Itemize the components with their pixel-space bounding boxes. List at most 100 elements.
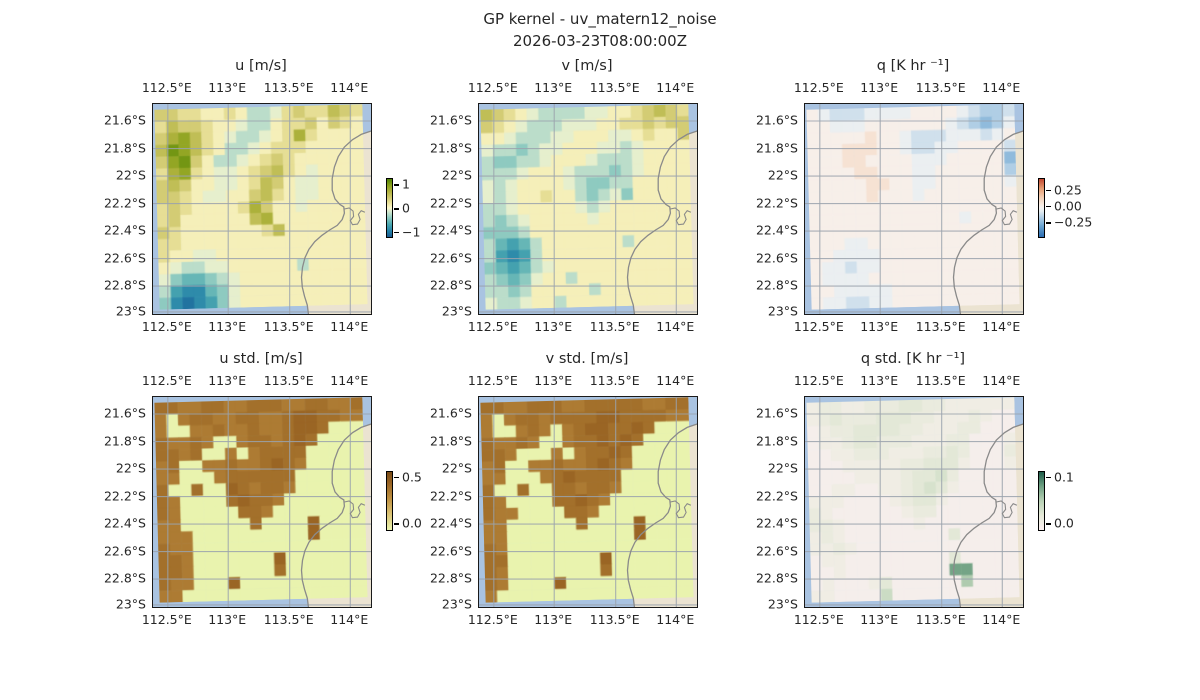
lon-tick-label: 113.5°E xyxy=(915,373,966,388)
lon-tick-label: 113°E xyxy=(860,80,899,95)
lon-tick-label: 112.5°E xyxy=(141,319,192,334)
lon-tick-label: 114°E xyxy=(656,612,695,627)
colorbar-strip xyxy=(1038,178,1045,238)
lat-ticks: 21.6°S 21.8°S 22°S 22.2°S 22.4°S 22.6°S 22.8°S… xyxy=(94,396,146,612)
colorbar-tick xyxy=(394,476,399,479)
colorbar-tick xyxy=(1046,205,1051,208)
colorbar-tick-label: 0.00 xyxy=(1054,198,1082,214)
lat-tick-label: 22.2°S xyxy=(103,488,146,504)
lon-tick-label: 114°E xyxy=(656,319,695,334)
panel-title-v: v [m/s] xyxy=(561,58,613,74)
colorbar-uv: 1 0 −1 xyxy=(386,177,456,240)
lon-tick-label: 113°E xyxy=(208,612,247,627)
lon-tick-label: 113°E xyxy=(534,612,573,627)
lon-tick-label: 112.5°E xyxy=(467,80,518,95)
lon-tick-label: 112.5°E xyxy=(141,80,192,95)
colorbar-tick xyxy=(394,231,399,234)
lon-ticks-bottom: 112.5°E 113°E 113.5°E 114°E xyxy=(142,319,370,334)
graticule-and-coastline xyxy=(805,104,1023,314)
lat-tick-label: 22°S xyxy=(767,460,798,476)
lon-tick-label: 114°E xyxy=(982,612,1021,627)
figure-title-line1: GP kernel - uv_matern12_noise xyxy=(483,10,717,28)
lat-tick-label: 23°S xyxy=(115,596,146,612)
colorbar-tick-label: 0.5 xyxy=(402,469,422,485)
colorbar-tick-label: 0.1 xyxy=(1054,469,1074,485)
lat-tick-label: 23°S xyxy=(441,303,472,319)
map-q xyxy=(804,103,1024,315)
lon-tick-label: 114°E xyxy=(330,80,369,95)
graticule-and-coastline xyxy=(479,104,697,314)
lon-tick-label: 113.5°E xyxy=(589,80,640,95)
lat-tick-label: 21.6°S xyxy=(755,405,798,421)
lat-tick-label: 22°S xyxy=(115,460,146,476)
lat-tick-label: 21.6°S xyxy=(103,112,146,128)
lon-tick-label: 113.5°E xyxy=(915,80,966,95)
lat-tick-label: 22.4°S xyxy=(103,222,146,238)
lat-tick-label: 22°S xyxy=(767,167,798,183)
lon-tick-label: 113°E xyxy=(208,80,247,95)
lat-tick-label: 21.8°S xyxy=(755,140,798,156)
lon-tick-label: 113.5°E xyxy=(263,319,314,334)
lat-tick-label: 22.4°S xyxy=(103,515,146,531)
lat-tick-label: 22.8°S xyxy=(103,570,146,586)
lat-ticks: 21.6°S 21.8°S 22°S 22.2°S 22.4°S 22.6°S 22.8°S… xyxy=(94,103,146,319)
lon-tick-label: 112.5°E xyxy=(793,319,844,334)
map-v-std xyxy=(478,396,698,608)
panel-title-q: q [K hr ⁻¹] xyxy=(876,58,950,74)
lat-tick-label: 22.4°S xyxy=(429,222,472,238)
lat-tick-label: 22.2°S xyxy=(755,488,798,504)
colorbar-tick xyxy=(394,523,399,525)
colorbar-tick-label: 0.25 xyxy=(1054,182,1082,198)
lon-tick-label: 114°E xyxy=(330,373,369,388)
lat-tick-label: 22.6°S xyxy=(755,250,798,266)
lat-tick-label: 23°S xyxy=(767,596,798,612)
lon-tick-label: 113.5°E xyxy=(263,612,314,627)
lon-ticks-top: 112.5°E 113°E 113.5°E 114°E xyxy=(468,373,696,388)
colorbar-tick xyxy=(394,184,399,186)
lon-ticks-bottom: 112.5°E 113°E 113.5°E 114°E xyxy=(468,319,696,334)
lon-tick-label: 114°E xyxy=(330,319,369,334)
lat-tick-label: 23°S xyxy=(767,303,798,319)
lat-tick-label: 21.6°S xyxy=(429,405,472,421)
lat-tick-label: 22.8°S xyxy=(429,570,472,586)
lat-tick-label: 21.8°S xyxy=(429,140,472,156)
lon-tick-label: 113.5°E xyxy=(263,373,314,388)
lon-tick-label: 112.5°E xyxy=(141,373,192,388)
lon-tick-label: 113.5°E xyxy=(589,319,640,334)
lat-tick-label: 22.6°S xyxy=(755,543,798,559)
colorbar-tick-label: −1 xyxy=(402,224,421,240)
panel-title-u-std: u std. [m/s] xyxy=(219,351,303,367)
panel-u-std: u std. [m/s] 112.5°E 113°E 113.5°E 114°E 21… xyxy=(104,351,422,627)
lon-tick-label: 112.5°E xyxy=(467,373,518,388)
colorbar-strip xyxy=(1038,471,1045,531)
colorbar-tick xyxy=(1046,189,1051,192)
lat-tick-label: 21.8°S xyxy=(755,433,798,449)
map-u xyxy=(152,103,372,315)
figure-title-line2: 2026-03-23T08:00:00Z xyxy=(513,32,687,50)
lat-tick-label: 21.8°S xyxy=(103,433,146,449)
lon-ticks-bottom: 112.5°E 113°E 113.5°E 114°E xyxy=(794,319,1022,334)
colorbar-strip xyxy=(386,178,393,238)
colorbar-tick xyxy=(1046,222,1051,224)
panel-v: v [m/s] 112.5°E 113°E 113.5°E 114°E 21.6°S 2… xyxy=(430,58,698,334)
panel-v-std: v std. [m/s] 112.5°E 113°E 113.5°E 114°E 21… xyxy=(430,351,698,627)
lat-tick-label: 22.6°S xyxy=(103,250,146,266)
colorbar-tick xyxy=(1046,476,1051,479)
lon-ticks-bottom: 112.5°E 113°E 113.5°E 114°E xyxy=(468,612,696,627)
graticule-and-coastline xyxy=(153,104,371,314)
lon-ticks-top: 112.5°E 113°E 113.5°E 114°E xyxy=(142,373,370,388)
lon-ticks-bottom: 112.5°E 113°E 113.5°E 114°E xyxy=(794,612,1022,627)
lon-tick-label: 113°E xyxy=(534,80,573,95)
lat-tick-label: 22.2°S xyxy=(429,195,472,211)
panel-q: q [K hr ⁻¹] 112.5°E 113°E 113.5°E 114°E 21.… xyxy=(756,58,1092,334)
lat-tick-label: 22.8°S xyxy=(755,277,798,293)
colorbar-tick xyxy=(1046,523,1051,525)
lon-tick-label: 112.5°E xyxy=(467,612,518,627)
colorbar-tick-label: 0.0 xyxy=(1054,515,1074,531)
lon-tick-label: 112.5°E xyxy=(793,373,844,388)
lon-ticks-top: 112.5°E 113°E 113.5°E 114°E xyxy=(142,80,370,95)
panel-title-q-std: q std. [K hr ⁻¹] xyxy=(860,351,966,367)
lon-tick-label: 113.5°E xyxy=(589,373,640,388)
lon-tick-label: 113°E xyxy=(860,373,899,388)
lon-tick-label: 113.5°E xyxy=(915,612,966,627)
